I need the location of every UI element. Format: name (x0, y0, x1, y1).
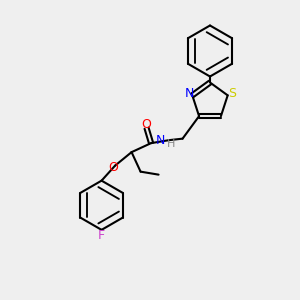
Text: O: O (142, 118, 152, 131)
Text: N: N (156, 134, 166, 147)
Text: O: O (109, 160, 118, 174)
Text: H: H (167, 139, 176, 149)
Text: S: S (228, 87, 236, 101)
Text: N: N (184, 87, 194, 101)
Text: F: F (98, 229, 105, 242)
